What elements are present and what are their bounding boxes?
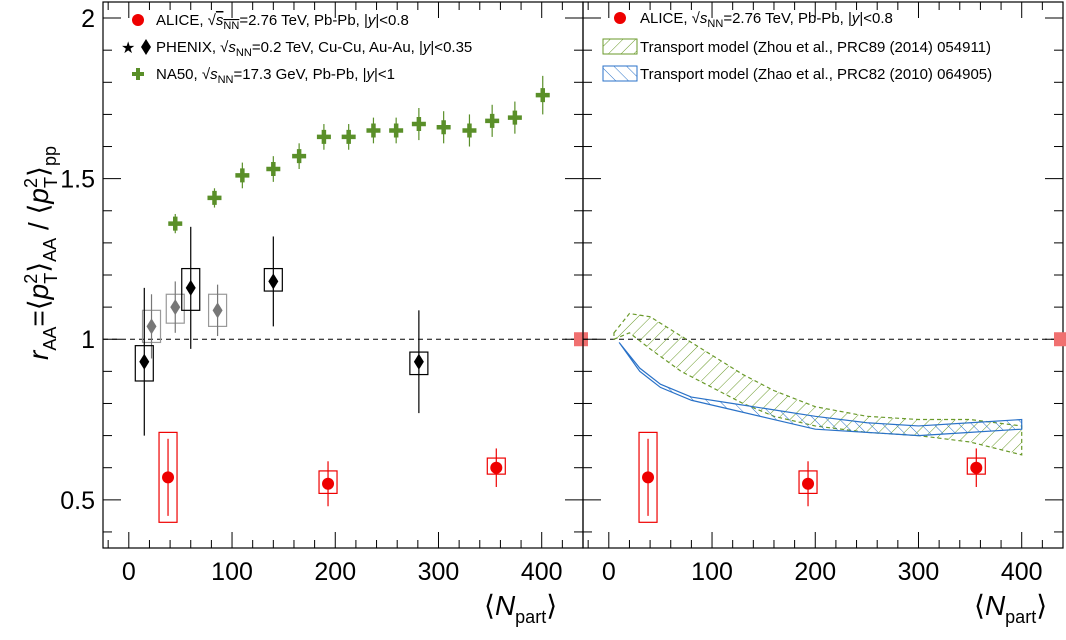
data-point xyxy=(462,123,477,138)
data-point xyxy=(490,461,503,474)
legend-left: ALICE, √sNN=2.76 TeV, Pb-Pb, |y|<0.8 ★ P… xyxy=(121,12,472,86)
legend-marker-phenix-star: ★ xyxy=(121,40,135,57)
data-point xyxy=(411,117,426,132)
left-panel: 0 100 200 300 400 0.5 1 1.5 2 xyxy=(60,1,588,586)
svg-text:Transport model (Zhao et al.,: Transport model (Zhao et al., PRC82 (201… xyxy=(640,66,992,83)
data-point xyxy=(389,123,404,138)
legend-marker-na50 xyxy=(132,68,144,80)
svg-text:ALICE, √sNN=2.76 TeV, Pb-Pb, |: ALICE, √sNN=2.76 TeV, Pb-Pb, |y|<0.8 xyxy=(156,12,409,32)
svg-text:⟨Npart⟩: ⟨Npart⟩ xyxy=(974,590,1047,627)
data-point xyxy=(507,110,522,125)
data-point xyxy=(802,477,815,490)
systematic-box xyxy=(638,431,658,523)
data-point xyxy=(235,168,250,183)
x-tick-label: 200 xyxy=(314,558,356,586)
x-tick-label: 300 xyxy=(418,558,460,586)
x-tick-label: 400 xyxy=(521,558,563,586)
x-tick-label: 400 xyxy=(1001,558,1043,586)
y-axis-title: rAA=⟨p2T⟩AA / ⟨p2T⟩pp xyxy=(21,146,61,360)
data-point xyxy=(970,461,983,474)
x-tick-label: 0 xyxy=(602,558,616,586)
model-band xyxy=(618,342,1023,437)
data-point xyxy=(207,190,222,205)
x-tick-label: 0 xyxy=(122,558,136,586)
legend-marker-alice xyxy=(132,14,144,26)
legend-item-alice-left: ALICE, √sNN=2.76 TeV, Pb-Pb, |y|<0.8 xyxy=(132,12,409,32)
x-tick-label: 300 xyxy=(898,558,940,586)
svg-text:rAA=⟨p2T⟩AA / ⟨p2T⟩pp: rAA=⟨p2T⟩AA / ⟨p2T⟩pp xyxy=(21,146,61,360)
data-point xyxy=(139,353,150,370)
legend-item-na50: NA50, √sNN=17.3 GeV, Pb-Pb, |y|<1 xyxy=(132,66,395,86)
legend-item-zhou: Transport model (Zhou et al., PRC89 (201… xyxy=(602,38,991,56)
legend-swatch-zhao xyxy=(602,65,638,82)
data-point xyxy=(162,471,175,484)
legend-item-zhao: Transport model (Zhao et al., PRC82 (201… xyxy=(602,65,992,83)
legend-swatch-zhou xyxy=(602,38,638,55)
data-point xyxy=(268,273,279,290)
data-point xyxy=(413,353,424,370)
svg-text:NA50, √sNN=17.3 GeV, Pb-Pb, |y: NA50, √sNN=17.3 GeV, Pb-Pb, |y|<1 xyxy=(156,66,395,86)
global-uncertainty-box xyxy=(1054,332,1066,347)
data-point xyxy=(146,318,157,335)
data-point xyxy=(341,129,356,144)
data-point xyxy=(436,120,451,135)
data-point xyxy=(292,149,307,164)
data-point xyxy=(366,123,381,138)
systematic-box xyxy=(158,431,178,523)
data-point xyxy=(642,471,655,484)
data-point xyxy=(168,216,183,231)
x-tick-label: 100 xyxy=(691,558,733,586)
legend-right: ALICE, √sNN=2.76 TeV, Pb-Pb, |y|<0.8 Tra… xyxy=(602,10,992,83)
data-point xyxy=(185,279,196,296)
data-point xyxy=(170,299,181,316)
y-tick-label: 1 xyxy=(81,326,95,354)
x-axis-title-right: ⟨Npart⟩ xyxy=(974,590,1047,627)
plot-frame xyxy=(582,1,1064,549)
x-tick-label: 100 xyxy=(211,558,253,586)
model-band xyxy=(613,312,1023,456)
data-point xyxy=(535,88,550,103)
y-tick-label: 0.5 xyxy=(60,487,95,515)
global-uncertainty-box xyxy=(574,332,588,347)
svg-text:⟨Npart⟩: ⟨Npart⟩ xyxy=(484,590,557,627)
svg-text:Transport model (Zhou et al.,: Transport model (Zhou et al., PRC89 (201… xyxy=(640,39,991,56)
data-point xyxy=(322,477,335,490)
y-tick-label: 2 xyxy=(81,5,95,33)
data-point xyxy=(485,113,500,128)
svg-text:PHENIX, √sNN=0.2 TeV, Cu-Cu, A: PHENIX, √sNN=0.2 TeV, Cu-Cu, Au-Au, |y|<… xyxy=(156,39,472,59)
legend-marker-phenix-diamond xyxy=(141,39,151,55)
plot-frame xyxy=(102,1,584,549)
right-panel: 0 100 200 300 400 xyxy=(582,1,1066,586)
data-point xyxy=(266,162,281,177)
svg-text:ALICE, √sNN=2.76 TeV, Pb-Pb, |: ALICE, √sNN=2.76 TeV, Pb-Pb, |y|<0.8 xyxy=(640,10,893,30)
legend-item-phenix: ★ PHENIX, √sNN=0.2 TeV, Cu-Cu, Au-Au, |y… xyxy=(121,39,472,59)
x-axis-title-left: ⟨Npart⟩ xyxy=(484,590,557,627)
data-point xyxy=(212,302,223,319)
y-tick-label: 1.5 xyxy=(60,166,95,194)
legend-item-alice-right: ALICE, √sNN=2.76 TeV, Pb-Pb, |y|<0.8 xyxy=(614,10,893,30)
data-point xyxy=(316,129,331,144)
x-tick-label: 200 xyxy=(794,558,836,586)
legend-marker-alice-right xyxy=(614,12,626,24)
